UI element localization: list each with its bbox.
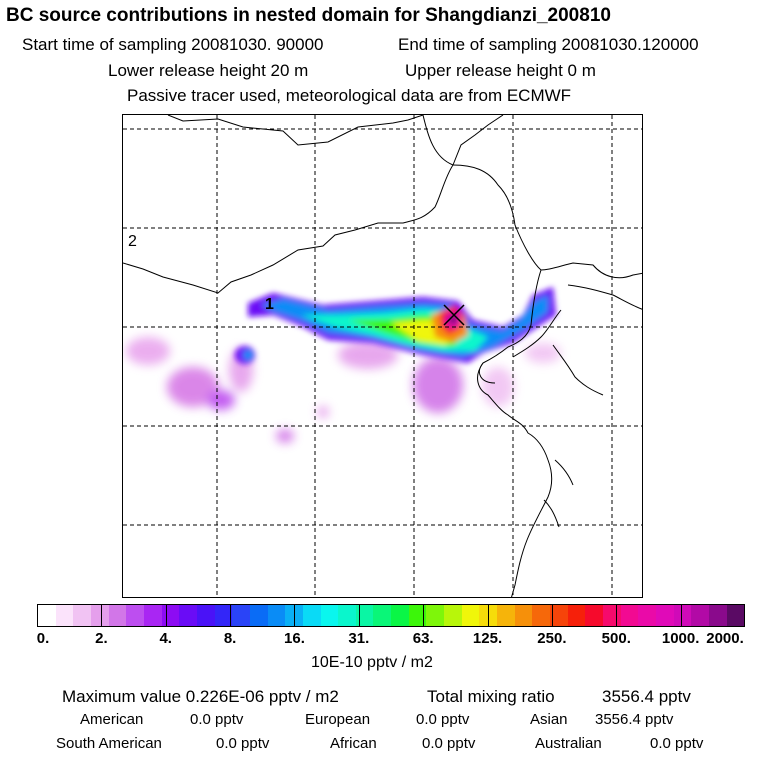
south-american-label: South American — [56, 735, 162, 752]
colorbar-cell — [567, 605, 586, 626]
colorbar-cell — [143, 605, 162, 626]
colorbar-tick-label: 2. — [95, 630, 108, 647]
colorbar-divider — [680, 605, 682, 626]
colorbar-cell — [655, 605, 674, 626]
colorbar-cell — [673, 605, 692, 626]
colorbar-cell — [532, 605, 551, 626]
african-value: 0.0 pptv — [422, 735, 476, 752]
colorbar-cell — [708, 605, 727, 626]
colorbar-tick-label: 125. — [472, 630, 503, 647]
colorbar-cell — [267, 605, 286, 626]
colorbar-cell — [108, 605, 127, 626]
tracer-info: Passive tracer used, meteorological data… — [127, 86, 572, 105]
colorbar-cell — [691, 605, 709, 626]
colorbar-divider — [101, 605, 103, 626]
colorbar-cell — [408, 605, 427, 626]
colorbar-divider — [165, 605, 167, 626]
colorbar-cell — [55, 605, 74, 626]
colorbar-cell — [461, 605, 480, 626]
colorbar-cell — [73, 605, 91, 626]
colorbar-divider — [423, 605, 425, 626]
colorbar-divider — [358, 605, 360, 626]
colorbar-cell — [214, 605, 233, 626]
colorbar-cell — [320, 605, 339, 626]
lower-release-height: Lower release height 20 m — [108, 61, 309, 80]
colorbar-divider — [487, 605, 489, 626]
colorbar-cell — [638, 605, 656, 626]
colorbar-cell — [302, 605, 321, 626]
european-label: European — [305, 711, 371, 728]
colorbar-tick-label: 63. — [412, 630, 434, 647]
colorbar-divider — [230, 605, 232, 626]
asian-label: Asian — [530, 711, 568, 728]
colorbar-cell — [126, 605, 144, 626]
south-american-value: 0.0 pptv — [216, 735, 270, 752]
colorbar-cell — [603, 605, 621, 626]
lat-lon-grid — [123, 115, 642, 597]
colorbar-cell — [338, 605, 356, 626]
colorbar-cell — [726, 605, 745, 626]
colorbar-cell — [179, 605, 197, 626]
map-panel: 2 1 — [122, 114, 643, 598]
upper-release-height: Upper release height 0 m — [405, 61, 596, 80]
colorbar-tick-label: 500. — [601, 630, 631, 647]
european-value: 0.0 pptv — [416, 711, 470, 728]
colorbar-cell — [444, 605, 462, 626]
grid-label-2: 2 — [128, 233, 137, 250]
total-mixing-label: Total mixing ratio — [427, 687, 555, 706]
colorbar-cell — [90, 605, 109, 626]
colorbar-cell — [426, 605, 445, 626]
colorbar-cell — [285, 605, 303, 626]
colorbar-cell — [232, 605, 250, 626]
australian-value: 0.0 pptv — [650, 735, 704, 752]
plot-title: BC source contributions in nested domain… — [6, 5, 611, 26]
american-value: 0.0 pptv — [190, 711, 244, 728]
asian-value: 3556.4 pptv — [595, 711, 674, 728]
colorbar-cell — [373, 605, 392, 626]
colorbar-tick-label: 2000. — [706, 630, 744, 647]
colorbar-divider — [294, 605, 296, 626]
concentration-plume — [126, 287, 561, 443]
colorbar-cell — [391, 605, 409, 626]
colorbar-tick-label: 31. — [348, 630, 370, 647]
start-time-label: Start time of sampling 20081030. 90000 — [22, 35, 324, 54]
colorbar-tick-label: 0. — [36, 630, 50, 647]
colorbar-divider — [616, 605, 618, 626]
colorbar-cell — [38, 605, 56, 626]
colorbar-tick-label: 1000. — [661, 630, 700, 647]
country-borders — [123, 115, 642, 597]
colorbar-tick-label: 4. — [159, 630, 172, 647]
total-mixing-value: 3556.4 pptv — [602, 687, 691, 706]
colorbar-cell — [585, 605, 603, 626]
colorbar-units: 10E-10 pptv / m2 — [311, 654, 433, 671]
colorbar — [37, 604, 745, 627]
colorbar-cell — [249, 605, 268, 626]
colorbar-cell — [514, 605, 533, 626]
colorbar-cell — [196, 605, 215, 626]
colorbar-cell — [497, 605, 515, 626]
australian-label: Australian — [535, 735, 602, 752]
colorbar-cell — [550, 605, 568, 626]
african-label: African — [330, 735, 377, 752]
colorbar-tick-label: 250. — [537, 630, 567, 647]
max-value-label: Maximum value 0.226E-06 pptv / m2 — [62, 687, 339, 706]
end-time-label: End time of sampling 20081030.120000 — [398, 35, 699, 54]
colorbar-cell — [620, 605, 639, 626]
map-canvas: 2 1 — [123, 115, 642, 597]
receptor-marker — [443, 304, 465, 326]
grid-label-1: 1 — [265, 296, 274, 313]
colorbar-divider — [551, 605, 553, 626]
colorbar-tick-label: 8. — [223, 630, 237, 647]
colorbar-tick-label: 16. — [284, 630, 305, 647]
colorbar-cell — [355, 605, 374, 626]
american-label: American — [80, 711, 144, 728]
colorbar-cell — [161, 605, 180, 626]
